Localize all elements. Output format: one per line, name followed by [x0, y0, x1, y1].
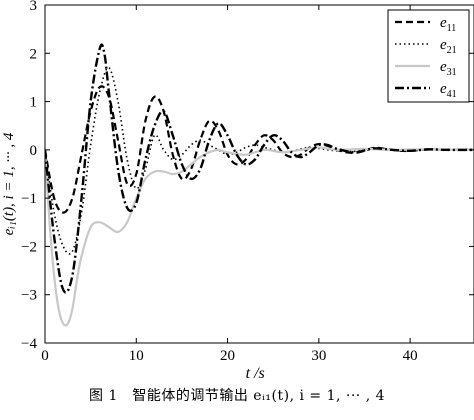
x-tick-label: 30 — [311, 348, 326, 364]
legend-frame — [387, 9, 470, 103]
series-line-e31 — [45, 146, 474, 327]
legend-label-e21: e21 — [440, 37, 457, 56]
legend-label-e41: e41 — [440, 81, 457, 100]
x-axis-label: t /s — [246, 365, 265, 382]
y-tick-label: −3 — [21, 288, 37, 304]
legend-label-e11: e11 — [440, 15, 456, 34]
y-tick-label: −4 — [21, 336, 37, 352]
legend: e11 e21 e31 e41 — [387, 9, 470, 103]
series-line-e21 — [45, 66, 474, 255]
x-tick-label: 0 — [41, 348, 49, 364]
axes-frame — [44, 4, 474, 344]
axis-ticks: 0 10 20 30 40 −4 −3 −2 −1 0 1 2 3 — [21, 0, 474, 364]
figure-caption: 图 1 智能体的调节输出 eᵢ₁(t), i = 1, ··· , 4 — [89, 388, 385, 404]
y-tick-label: 2 — [30, 46, 38, 62]
x-tick-label: 40 — [403, 348, 418, 364]
y-tick-label: −2 — [21, 239, 37, 255]
legend-label-e31: e31 — [440, 59, 457, 78]
x-tick-label: 10 — [129, 348, 144, 364]
y-tick-label: −1 — [21, 191, 37, 207]
series-line-e41 — [45, 43, 474, 294]
series-layer — [45, 43, 474, 327]
y-tick-label: 3 — [30, 0, 38, 14]
y-tick-label: 0 — [30, 143, 38, 159]
x-tick-label: 20 — [220, 348, 235, 364]
y-axis-label: eᵢ₁(t), i = 1, ··· , 4 — [1, 132, 17, 235]
y-tick-label: 1 — [30, 95, 38, 111]
